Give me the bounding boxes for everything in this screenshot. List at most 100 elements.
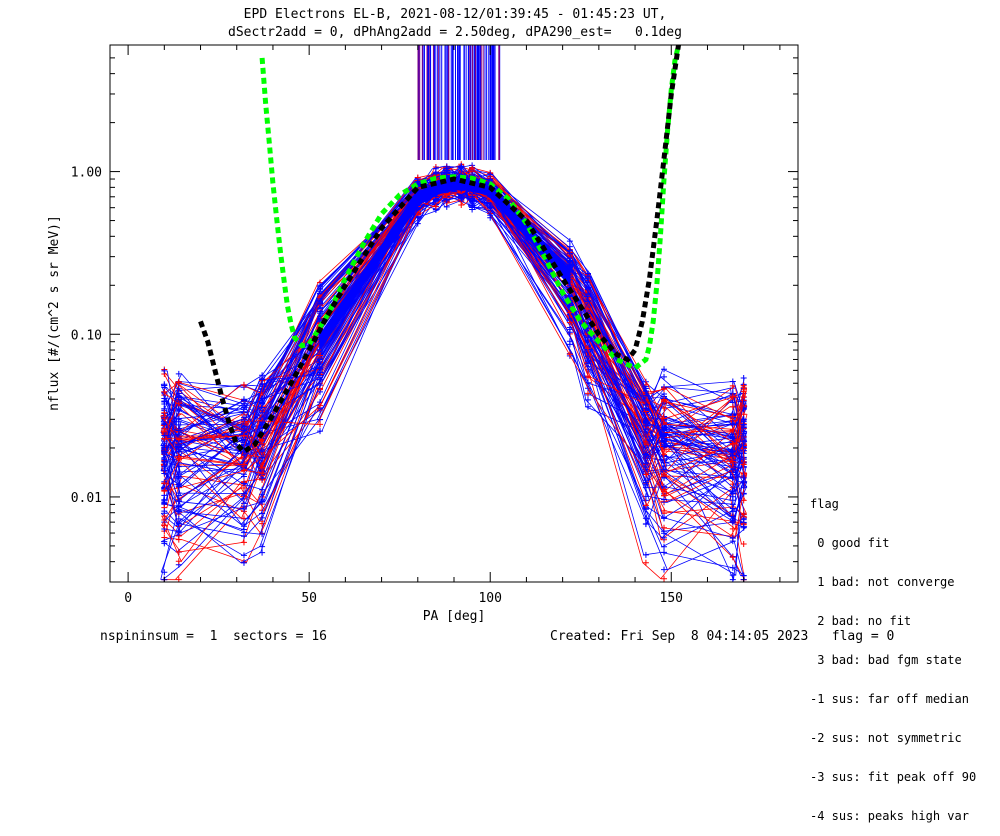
spectrum-point xyxy=(458,194,465,201)
spectrum-point xyxy=(175,529,182,536)
spectrum-point xyxy=(240,414,247,421)
spectrum-point xyxy=(729,393,736,400)
spectrum-point xyxy=(566,319,573,326)
spectrum-point xyxy=(240,467,247,474)
spectrum-point xyxy=(661,566,668,573)
spectrum-point xyxy=(584,373,591,380)
spectrum-point xyxy=(566,309,573,316)
spectrum-point xyxy=(317,421,324,428)
spectrum-point xyxy=(317,365,324,372)
spectrum-point xyxy=(729,440,736,447)
spectrum-point xyxy=(661,451,668,458)
spectrum-point xyxy=(584,345,591,352)
spectrum-point xyxy=(642,471,649,478)
spin-spectrum xyxy=(160,169,747,448)
spectrum-point xyxy=(740,375,747,382)
spectrum-point xyxy=(259,440,266,447)
spectrum-point xyxy=(740,523,747,530)
legend-entry: -2 sus: not symmetric xyxy=(810,731,962,745)
spectrum-point xyxy=(729,525,736,532)
spectrum-point xyxy=(240,480,247,487)
spectrum-point xyxy=(240,552,247,559)
spectrum-point xyxy=(240,505,247,512)
spectrum-point xyxy=(661,373,668,380)
spectrum-point xyxy=(661,543,668,550)
x-tick-label: 150 xyxy=(660,591,683,606)
spectrum-point xyxy=(161,513,168,520)
chart-title: EPD Electrons EL-B, 2021-08-12/01:39:45 … xyxy=(243,7,667,22)
spectrum-point xyxy=(432,169,439,176)
spectrum-point xyxy=(661,436,668,443)
footer-created: Created: Fri Sep 8 04:14:05 2023 flag = … xyxy=(550,629,895,644)
spectrum-point xyxy=(175,378,182,385)
spectrum-point xyxy=(661,496,668,503)
spectrum-point xyxy=(161,367,168,374)
spectrum-point xyxy=(729,403,736,410)
spectrum-point xyxy=(240,490,247,497)
spectrum-point xyxy=(661,366,668,373)
spectrum-point xyxy=(259,496,266,503)
spectrum-point xyxy=(740,386,747,393)
spectrum-point xyxy=(175,394,182,401)
spectrum-point xyxy=(642,439,649,446)
spectrum-point xyxy=(175,441,182,448)
spectrum-point xyxy=(740,482,747,489)
spectrum-point xyxy=(642,425,649,432)
spectrum-point xyxy=(661,430,668,437)
x-axis-label: PA [deg] xyxy=(423,609,486,624)
spectrum-point xyxy=(175,548,182,555)
spectrum-point xyxy=(161,488,168,495)
spectrum-point xyxy=(566,243,573,250)
spectrum-point xyxy=(729,572,736,579)
spectrum-point xyxy=(661,486,668,493)
spectrum-point xyxy=(259,400,266,407)
spin-spectrum xyxy=(161,171,747,439)
spectrum-point xyxy=(240,381,247,388)
spectrum-point xyxy=(661,386,668,393)
spectrum-point xyxy=(161,540,168,547)
spectrum-line xyxy=(164,190,743,458)
spectrum-point xyxy=(642,551,649,558)
spectrum-point xyxy=(432,203,439,210)
band-line xyxy=(319,183,571,342)
spectrum-point xyxy=(740,461,747,468)
spectrum-point xyxy=(566,262,573,269)
spectrum-point xyxy=(729,490,736,497)
spectrum-point xyxy=(584,390,591,397)
spectrum-point xyxy=(661,396,668,403)
spectrum-point xyxy=(469,200,476,207)
y-tick-label: 0.10 xyxy=(71,328,102,343)
spectrum-point xyxy=(729,378,736,385)
spectrum-point xyxy=(729,517,736,524)
spectrum-point xyxy=(729,466,736,473)
legend-entry: 3 bad: bad fgm state xyxy=(810,653,962,667)
chart-subtitle: dSectr2add = 0, dPhAng2add = 2.50deg, dP… xyxy=(228,25,682,40)
spectrum-point xyxy=(584,396,591,403)
spectrum-point xyxy=(259,470,266,477)
spectrum-point xyxy=(566,341,573,348)
spectrum-point xyxy=(240,539,247,546)
spectrum-point xyxy=(584,403,591,410)
spectrum-line xyxy=(164,172,745,548)
spectrum-point xyxy=(240,432,247,439)
spectrum-point xyxy=(175,508,182,515)
spectrum-point xyxy=(175,453,182,460)
spectrum-point xyxy=(161,415,168,422)
spectrum-point xyxy=(469,193,476,200)
spectrum-point xyxy=(259,454,266,461)
spectrum-point xyxy=(259,531,266,538)
spectrum-point xyxy=(661,575,668,582)
spectrum-point xyxy=(642,502,649,509)
spectrum-point xyxy=(661,530,668,537)
x-tick-label: 0 xyxy=(124,591,132,606)
spectrum-point xyxy=(317,402,324,409)
spectrum-point xyxy=(161,456,168,463)
spectrum-line xyxy=(161,180,745,455)
spectrum-point xyxy=(317,374,324,381)
spectrum-point xyxy=(161,508,168,515)
spectrum-point xyxy=(487,212,494,219)
spectrum-point xyxy=(566,238,573,245)
spectrum-point xyxy=(240,523,247,530)
spectrum-point xyxy=(161,395,168,402)
spectrum-point xyxy=(443,197,450,204)
